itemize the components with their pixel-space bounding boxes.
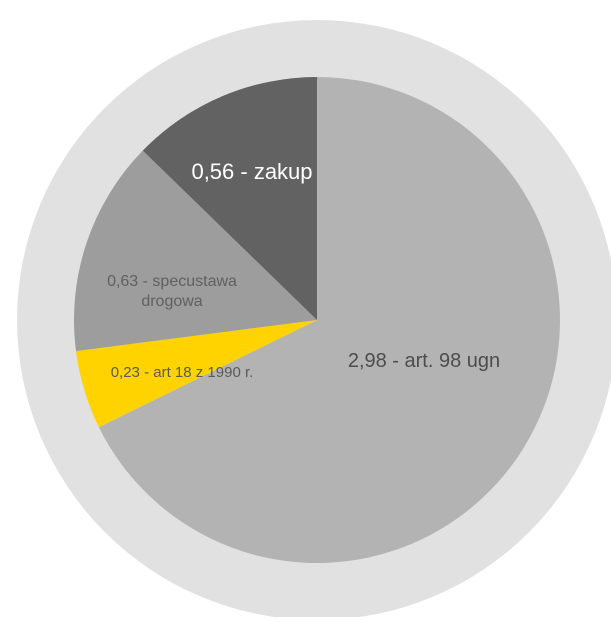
pie-slice-label-0: 2,98 - art. 98 ugn	[348, 350, 500, 372]
pie-slice-label-2: 0,63 - specustawa drogowa	[107, 273, 237, 310]
pie-slice-label-3: 0,56 - zakup	[191, 159, 312, 184]
pie-slice-label-1: 0,23 - art 18 z 1990 r.	[111, 364, 254, 381]
pie-slice-label-line: 0,63 - specustawa	[107, 273, 237, 290]
pie-slice-3	[142, 77, 317, 320]
pie-slice-label-line: drogowa	[141, 293, 202, 310]
pie-slices	[73, 77, 560, 563]
pie-slice-1	[76, 320, 317, 428]
pie-slice-2	[73, 150, 318, 352]
pie-slice-0	[98, 77, 560, 563]
pie-labels: 2,98 - art. 98 ugn 0,23 - art 18 z 1990 r…	[107, 159, 500, 381]
